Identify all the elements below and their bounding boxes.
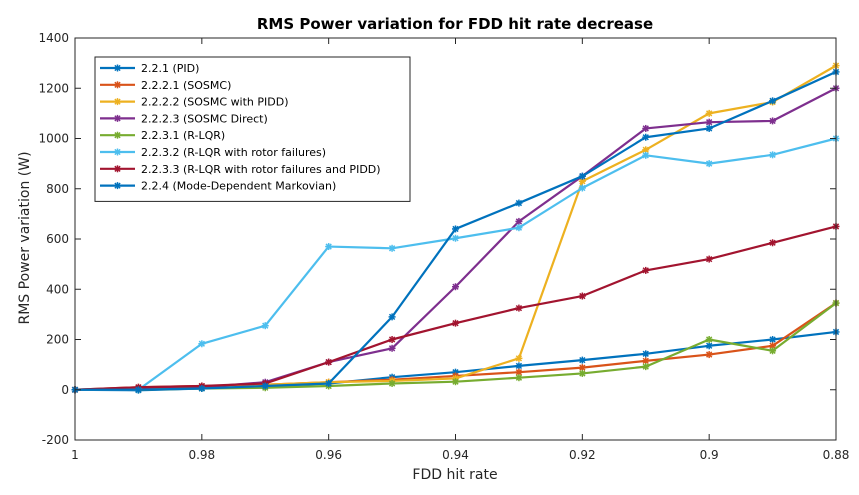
legend-label: 2.2.2.2 (SOSMC with PIDD)	[141, 96, 289, 109]
data-point	[198, 384, 206, 392]
x-tick-label: 0.96	[315, 448, 342, 462]
legend-entry: 2.2.3.1 (R-LQR)	[100, 129, 225, 142]
y-tick-label: 400	[46, 282, 69, 296]
data-point	[515, 354, 523, 362]
legend-entry: 2.2.2.2 (SOSMC with PIDD)	[100, 96, 289, 109]
data-point	[515, 217, 523, 225]
legend-marker	[114, 81, 121, 89]
data-point	[769, 239, 777, 247]
data-point	[769, 151, 777, 159]
data-point	[642, 133, 650, 141]
data-point	[325, 358, 333, 366]
data-point	[642, 363, 650, 371]
data-point	[705, 118, 713, 126]
legend-label: 2.2.1 (PID)	[141, 62, 199, 75]
data-point	[578, 292, 586, 300]
y-tick-label: 600	[46, 232, 69, 246]
data-point	[515, 224, 523, 232]
data-point	[578, 369, 586, 377]
data-point	[452, 225, 459, 233]
x-axis-title: FDD hit rate	[412, 467, 497, 483]
data-point	[642, 151, 650, 159]
data-point	[452, 234, 459, 242]
data-point	[261, 382, 269, 390]
legend-entry: 2.2.3.2 (R-LQR with rotor failures)	[100, 146, 326, 159]
legend-marker	[114, 131, 121, 139]
data-point	[325, 243, 333, 251]
legend-label: 2.2.4 (Mode-Dependent Markovian)	[141, 180, 336, 193]
data-point	[515, 374, 523, 382]
legend-label: 2.2.2.1 (SOSMC)	[141, 79, 231, 92]
legend-entry: 2.2.1 (PID)	[100, 62, 199, 75]
data-point	[515, 199, 523, 207]
legend-marker	[114, 148, 121, 156]
legend-label: 2.2.3.1 (R-LQR)	[141, 129, 225, 142]
x-tick-label: 1	[71, 448, 79, 462]
y-tick-label: 1400	[38, 31, 69, 45]
data-point	[515, 362, 523, 370]
x-tick-label: 0.94	[442, 448, 469, 462]
legend-entry: 2.2.2.1 (SOSMC)	[100, 79, 231, 92]
data-point	[452, 319, 459, 327]
data-point	[578, 172, 586, 180]
data-point	[642, 350, 650, 358]
data-point	[452, 378, 459, 386]
y-tick-label: 0	[61, 383, 69, 397]
legend: 2.2.1 (PID) 2.2.2.1 (SOSMC) 2.2.2.2 (SOSMC…	[94, 56, 411, 202]
data-point	[134, 386, 142, 394]
data-point	[705, 160, 713, 168]
data-point	[198, 340, 206, 348]
legend-entry: 2.2.3.3 (R-LQR with rotor failures and P…	[100, 163, 381, 176]
data-point	[578, 184, 586, 192]
x-tick-label: 0.98	[188, 448, 215, 462]
legend-label: 2.2.2.3 (SOSMC Direct)	[141, 112, 268, 125]
data-point	[642, 124, 650, 132]
data-point	[769, 336, 777, 343]
data-point	[769, 97, 777, 105]
data-point	[388, 344, 396, 352]
y-axis-title: RMS Power variation (W)	[17, 151, 33, 324]
x-tick-label: 0.88	[823, 448, 850, 462]
legend-label: 2.2.3.3 (R-LQR with rotor failures and P…	[141, 163, 381, 176]
data-point	[388, 244, 396, 252]
data-point	[705, 124, 713, 132]
legend-entry: 2.2.4 (Mode-Dependent Markovian)	[100, 180, 336, 193]
legend-marker	[114, 64, 121, 72]
legend-marker	[114, 114, 121, 122]
legend-marker	[114, 182, 121, 190]
y-tick-label: 200	[46, 333, 69, 347]
y-tick-label: 1200	[38, 81, 69, 95]
data-point	[705, 336, 713, 343]
data-point	[388, 313, 396, 321]
data-point	[578, 356, 586, 364]
data-point	[705, 109, 713, 117]
data-point	[705, 351, 713, 359]
y-tick-label: 1000	[38, 132, 69, 146]
axes: 1 0.98 0.96 0.94 0.92 0.9 0.88 -200 0 200 400 600 80…	[38, 31, 849, 462]
data-point	[705, 342, 713, 350]
y-tick-label: -200	[42, 433, 69, 447]
x-tick-label: 0.92	[569, 448, 596, 462]
series-layer	[71, 62, 840, 394]
series-7	[71, 68, 840, 394]
chart-title: RMS Power variation for FDD hit rate dec…	[257, 15, 653, 33]
data-point	[452, 283, 459, 291]
legend-marker	[114, 98, 121, 106]
y-tick-label: 800	[46, 182, 69, 196]
data-point	[769, 347, 777, 355]
data-point	[705, 255, 713, 263]
data-point	[388, 336, 396, 343]
data-point	[515, 304, 523, 312]
legend-label: 2.2.3.2 (R-LQR with rotor failures)	[141, 146, 326, 159]
x-tick-label: 0.9	[700, 448, 719, 462]
data-point	[261, 322, 269, 330]
data-point	[325, 379, 333, 387]
legend-entry: 2.2.2.3 (SOSMC Direct)	[100, 112, 268, 125]
legend-box	[94, 56, 411, 202]
data-point	[769, 117, 777, 125]
data-point	[388, 379, 396, 387]
data-point	[642, 266, 650, 274]
legend-marker	[114, 165, 121, 173]
